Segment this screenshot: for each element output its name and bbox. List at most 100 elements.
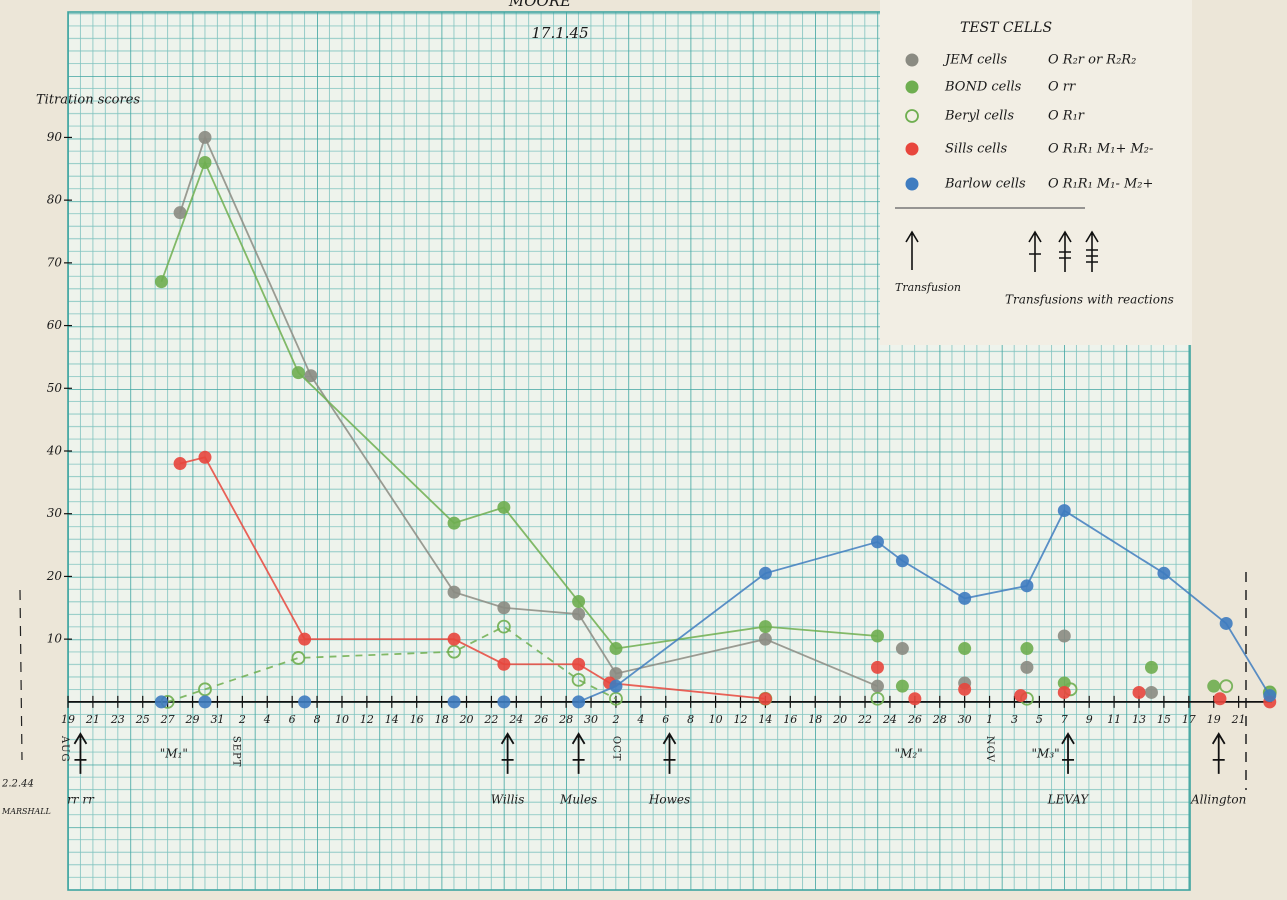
x-tick-label: 7 <box>1061 713 1068 726</box>
data-point <box>199 451 211 463</box>
x-tick-label: 20 <box>832 713 847 726</box>
x-tick-label: 14 <box>758 713 772 726</box>
data-point <box>959 683 971 695</box>
side-note: MARSHALL <box>1 807 51 816</box>
legend-genotype: O R₁r <box>1048 109 1085 124</box>
month-label: SEPT <box>231 736 242 768</box>
x-tick-label: 5 <box>1036 713 1043 726</box>
x-tick-label: 10 <box>709 713 723 726</box>
data-point <box>448 696 460 708</box>
data-point <box>1021 661 1033 673</box>
x-tick-label: 18 <box>808 713 822 726</box>
transfusion-label: Willis <box>491 792 525 806</box>
legend-genotype: O R₁R₁ M₁- M₂+ <box>1048 177 1153 192</box>
data-point <box>199 131 211 143</box>
data-point <box>959 643 971 655</box>
x-tick-label: 18 <box>435 713 449 726</box>
data-point <box>959 592 971 604</box>
x-tick-label: 4 <box>263 713 271 726</box>
legend-label: Beryl cells <box>944 109 1014 124</box>
x-tick-label: 13 <box>1132 713 1146 726</box>
data-point <box>448 586 460 598</box>
data-point <box>1058 505 1070 517</box>
phase-label: "M₃" <box>1032 746 1060 760</box>
data-point <box>498 602 510 614</box>
page: MOORE 17.1.45 Titration scores 2.2.44 MA… <box>0 0 1287 900</box>
data-point <box>498 501 510 513</box>
y-tick-label: 60 <box>47 318 63 332</box>
transfusion-label: LEVAY <box>1047 792 1090 806</box>
legend-note: Transfusion <box>895 281 961 294</box>
x-tick-label: 21 <box>85 713 100 726</box>
data-point <box>573 658 585 670</box>
month-label: OCT <box>610 736 621 762</box>
data-point <box>896 680 908 692</box>
legend-label: Sills cells <box>945 142 1007 157</box>
data-point <box>573 596 585 608</box>
data-point <box>448 633 460 645</box>
data-point <box>909 693 921 705</box>
x-tick-label: 6 <box>662 713 669 726</box>
x-tick-label: 1 <box>986 713 993 726</box>
transfusion-label: rr rr <box>67 792 95 806</box>
data-point <box>1015 690 1027 702</box>
data-point <box>155 276 167 288</box>
x-tick-label: 28 <box>932 713 947 726</box>
legend-label: BOND cells <box>944 80 1022 95</box>
legend-swatch <box>906 81 918 93</box>
data-point <box>871 680 883 692</box>
x-tick-label: 19 <box>61 713 75 726</box>
data-point <box>1021 643 1033 655</box>
data-point <box>871 630 883 642</box>
data-point <box>871 536 883 548</box>
data-point <box>896 643 908 655</box>
data-point <box>1145 686 1157 698</box>
x-tick-label: 8 <box>314 713 321 726</box>
data-point <box>1264 690 1276 702</box>
data-point <box>155 696 167 708</box>
x-tick-label: 19 <box>1207 713 1221 726</box>
data-point <box>1208 680 1220 692</box>
x-tick-label: 17 <box>1182 713 1196 726</box>
x-tick-label: 15 <box>1157 713 1171 726</box>
month-label: AUG <box>59 735 70 763</box>
data-point <box>299 696 311 708</box>
y-tick-label: 20 <box>46 569 63 583</box>
x-tick-label: 20 <box>459 713 474 726</box>
y-axis-label: Titration scores <box>36 93 140 108</box>
transfusion-arrow <box>1213 734 1225 774</box>
y-tick-label: 30 <box>47 506 63 520</box>
data-point <box>1145 661 1157 673</box>
legend-genotype: O R₂r or R₂R₂ <box>1048 53 1136 68</box>
x-tick-label: 11 <box>1107 713 1121 726</box>
x-tick-label: 30 <box>958 713 972 726</box>
x-tick-label: 31 <box>210 713 224 726</box>
y-tick-label: 80 <box>47 193 63 207</box>
legend-swatch <box>906 54 918 66</box>
data-point <box>759 693 771 705</box>
x-tick-label: 26 <box>533 713 548 726</box>
transfusion-label: Allington <box>1190 792 1246 806</box>
data-point <box>1058 686 1070 698</box>
data-point <box>871 661 883 673</box>
legend-genotype: O R₁R₁ M₁+ M₂- <box>1048 142 1153 157</box>
x-tick-label: 2 <box>238 713 246 726</box>
data-point <box>573 696 585 708</box>
x-tick-label: 24 <box>508 713 523 726</box>
data-point <box>573 608 585 620</box>
x-tick-label: 2 <box>611 713 619 726</box>
data-point <box>498 696 510 708</box>
y-tick-label: 50 <box>47 381 63 395</box>
x-tick-label: 3 <box>1011 713 1018 726</box>
x-tick-label: 23 <box>110 713 125 726</box>
x-tick-label: 26 <box>907 713 922 726</box>
legend-label: Barlow cells <box>944 177 1026 192</box>
phase-label: "M₂" <box>895 746 923 760</box>
x-tick-label: 16 <box>410 713 424 726</box>
data-point <box>759 633 771 645</box>
data-point <box>299 633 311 645</box>
data-point <box>896 555 908 567</box>
data-point <box>1158 567 1170 579</box>
data-point <box>1021 580 1033 592</box>
chart-title: MOORE <box>508 0 571 10</box>
